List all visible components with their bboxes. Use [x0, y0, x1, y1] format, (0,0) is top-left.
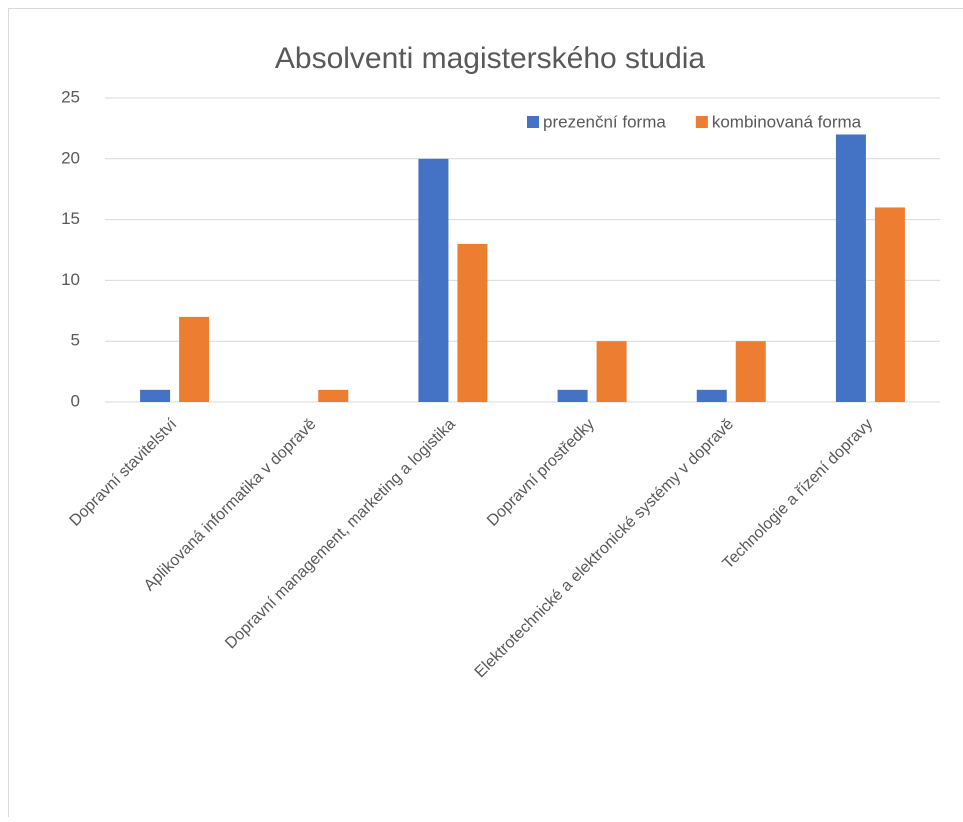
bar — [875, 207, 905, 402]
bar — [736, 341, 766, 402]
bar — [457, 244, 487, 402]
y-tick-label: 15 — [61, 209, 80, 228]
bar — [836, 134, 866, 402]
legend-label: kombinovaná forma — [712, 112, 862, 131]
bar — [418, 159, 448, 402]
legend-label: prezenční forma — [543, 112, 666, 131]
bar — [140, 390, 170, 402]
y-tick-label: 20 — [61, 148, 80, 167]
y-tick-label: 0 — [71, 391, 80, 410]
bar — [318, 390, 348, 402]
bar — [558, 390, 588, 402]
y-tick-label: 10 — [61, 270, 80, 289]
y-tick-label: 5 — [71, 331, 80, 350]
bar — [597, 341, 627, 402]
bar — [179, 317, 209, 402]
legend-swatch — [696, 116, 708, 128]
legend-swatch — [527, 116, 539, 128]
bar — [697, 390, 727, 402]
y-tick-label: 25 — [61, 87, 80, 106]
chart-title: Absolventi magisterského studia — [275, 42, 706, 75]
